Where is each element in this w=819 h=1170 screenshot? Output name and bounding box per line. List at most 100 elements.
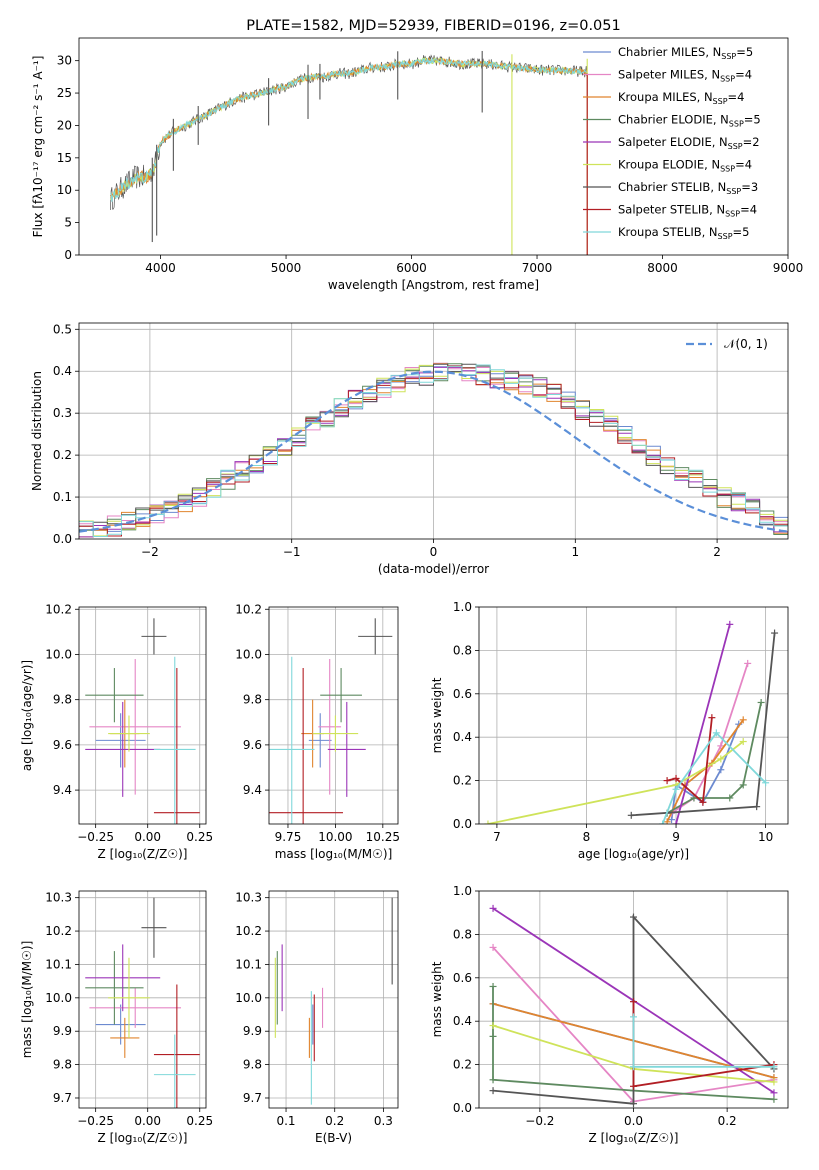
weight-marker — [672, 785, 680, 793]
errorbar-kroupa_elodie — [312, 715, 359, 752]
panel-mass-vs-ebv: 0.1 0.2 0.3 9.7 9.8 9.9 10.0 10.1 10.2 10.3 E(B-V) — [235, 890, 399, 1145]
x-tick-label: 0 — [430, 545, 438, 559]
y-tick-label: 0.0 — [53, 532, 72, 546]
y-tick-label: 9.4 — [243, 783, 262, 797]
y-axis-label: mass [log₁₀(M/M☉)] — [20, 941, 34, 1059]
errorbar-chabrier_miles — [95, 1004, 146, 1045]
weight-marker — [630, 1100, 637, 1108]
plot-area — [274, 897, 393, 1105]
weight-marker — [717, 766, 725, 774]
weight-marker — [630, 998, 637, 1006]
legend-text: =4 — [735, 158, 752, 172]
y-tick-label: 10.2 — [45, 924, 72, 938]
y-tick-label: 0.8 — [453, 643, 472, 657]
x-axis-label: Z [log₁₀(Z/Z☉)] — [98, 847, 188, 861]
x-tick-label: 8000 — [647, 261, 678, 275]
errorbar-salpeter_stelib — [269, 668, 343, 824]
histogram-kroupa_stelib — [79, 364, 788, 537]
y-tick-label: 10.2 — [235, 924, 262, 938]
weight-line-salpeter_elodie — [675, 624, 731, 824]
x-tick-label: 10.25 — [366, 830, 400, 844]
y-tick-label: 0.3 — [53, 406, 72, 420]
weight-marker — [712, 729, 720, 737]
y-axis-label: age [log₁₀(age/yr)] — [20, 660, 34, 771]
x-tick-label: 0.00 — [134, 830, 161, 844]
y-tick-label: 10.0 — [45, 647, 72, 661]
histogram-salpeter_stelib — [79, 365, 788, 537]
axes-frame — [268, 606, 399, 825]
legend-text: Salpeter ELODIE, N — [618, 135, 728, 149]
weight-marker — [739, 781, 747, 789]
y-tick-label: 9.8 — [53, 1058, 72, 1072]
weight-marker — [489, 982, 497, 990]
x-tick-label: 0.0 — [624, 1114, 643, 1128]
legend-label: 𝒩(0, 1) — [724, 337, 768, 351]
legend-text: Salpeter STELIB, N — [618, 203, 725, 217]
y-axis-label: mass weight — [430, 961, 444, 1037]
legend-label: Kroupa STELIB, NSSP=5 — [618, 225, 749, 241]
legend-label: Chabrier STELIB, NSSP=3 — [618, 180, 758, 196]
plot-area — [489, 904, 778, 1108]
x-tick-label: 0.3 — [374, 1114, 393, 1128]
legend-label: Kroupa ELODIE, NSSP=4 — [618, 158, 752, 174]
errorbar-salpeter_miles — [318, 658, 342, 795]
y-tick-label: 10.2 — [235, 602, 262, 616]
weight-marker — [690, 794, 698, 802]
y-tick-label: 10.0 — [235, 647, 262, 661]
y-axis-label: mass weight — [430, 677, 444, 753]
errorbar-salpeter_miles — [89, 658, 182, 795]
weight-marker — [770, 1089, 778, 1097]
legend-subscript: SSP — [720, 75, 735, 84]
weight-marker — [699, 798, 707, 806]
errorbar-kroupa_stelib — [153, 1034, 196, 1108]
legend-subscript: SSP — [728, 142, 743, 151]
y-tick-label: 0.0 — [453, 1101, 472, 1115]
y-tick-label: 30 — [57, 54, 72, 68]
y-tick-label: 20 — [57, 118, 72, 132]
legend-text: Kroupa ELODIE, N — [618, 158, 720, 172]
weight-marker — [668, 816, 676, 824]
y-tick-label: 0.2 — [453, 1058, 472, 1072]
weight-line-kroupa_elodie — [487, 740, 744, 824]
y-tick-label: 10.1 — [45, 957, 72, 971]
errorbar-salpeter_miles — [89, 987, 182, 1028]
y-tick-label: 0.0 — [453, 817, 472, 831]
plot-area — [85, 618, 200, 824]
y-tick-label: 10 — [57, 183, 72, 197]
y-tick-label: 1.0 — [453, 884, 472, 898]
y-tick-label: 9.8 — [53, 693, 72, 707]
legend-label: Salpeter ELODIE, NSSP=2 — [618, 135, 760, 151]
legend-text: =3 — [741, 180, 758, 194]
y-tick-label: 9.7 — [53, 1091, 72, 1105]
legend-label: Salpeter STELIB, NSSP=4 — [618, 203, 757, 219]
axes-frame — [78, 322, 789, 540]
spectrum-trace — [110, 57, 588, 202]
histogram-chabrier_stelib — [79, 363, 788, 527]
errorbar-salpeter_elodie — [85, 701, 161, 797]
plot-area — [109, 50, 588, 255]
x-axis-label: mass [log₁₀(M/M☉)] — [275, 847, 393, 861]
legend-text: =5 — [736, 45, 753, 59]
weight-marker — [770, 1095, 778, 1103]
legend-subscript: SSP — [720, 165, 735, 174]
weight-marker — [489, 1032, 497, 1040]
x-tick-label: 0.1 — [276, 1114, 295, 1128]
legend-subscript: SSP — [721, 52, 736, 61]
legend-text: =5 — [733, 225, 750, 239]
plot-area — [484, 620, 779, 824]
y-axis-label: Normed distribution — [30, 371, 44, 491]
x-tick-label: 0.00 — [134, 1114, 161, 1128]
x-axis-label: wavelength [Angstrom, rest frame] — [328, 278, 539, 292]
y-tick-label: 0 — [64, 248, 72, 262]
errorbar-salpeter_stelib — [153, 984, 200, 1108]
weight-marker — [739, 716, 747, 724]
weight-marker — [630, 1013, 637, 1021]
errorbar-kroupa_stelib — [153, 656, 196, 824]
x-axis-label: E(B-V) — [315, 1131, 352, 1145]
y-tick-label: 9.8 — [243, 693, 262, 707]
x-tick-label: 10.00 — [318, 830, 352, 844]
legend-text: =4 — [735, 68, 752, 82]
weight-marker — [717, 755, 725, 763]
errorbar-chabrier_elodie — [320, 668, 362, 723]
legend-text: =2 — [743, 135, 760, 149]
